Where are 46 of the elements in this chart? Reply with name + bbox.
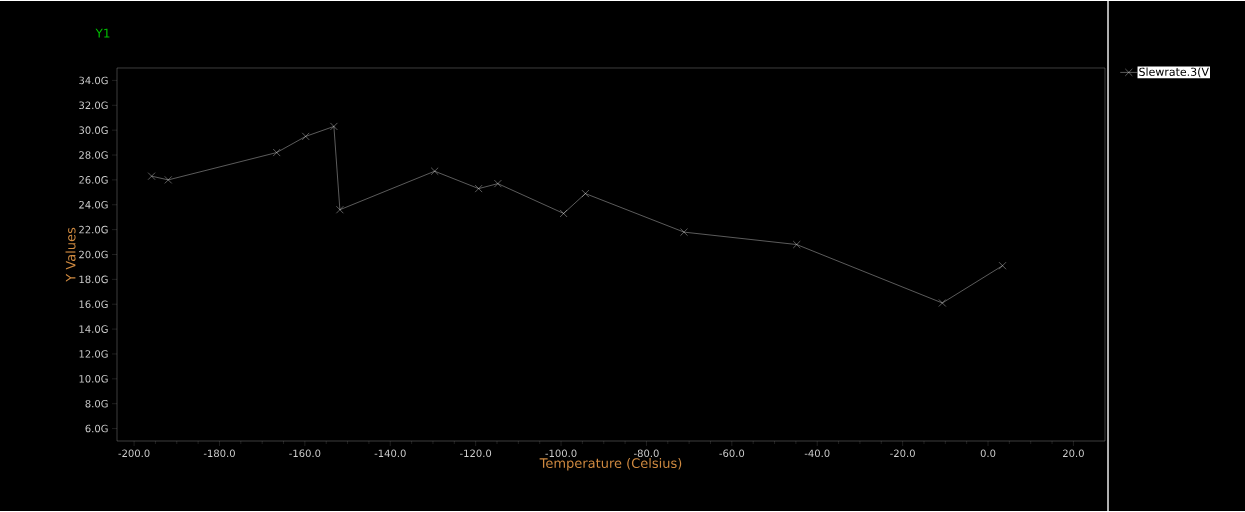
point [680, 228, 688, 236]
point [559, 209, 568, 218]
point [164, 176, 172, 184]
point [272, 148, 281, 157]
y-tick-label: 24.0G [79, 200, 108, 209]
x-tick-label: -160.0 [289, 449, 321, 458]
x-tick-label: -200.0 [118, 449, 150, 458]
x-tick-label: -60.0 [719, 449, 745, 458]
point [430, 167, 439, 175]
y-tick-label: 22.0G [79, 225, 108, 234]
x-tick-label: -120.0 [460, 449, 492, 458]
y-tick-label: 34.0G [79, 76, 108, 85]
x-tick-label: -100.0 [545, 449, 577, 458]
y-tick-label: 26.0G [79, 176, 108, 184]
legend-label: Slewrate.3(V [1139, 67, 1209, 78]
y-tick-label: 6.0G [85, 424, 108, 433]
y-tick-label: 10.0G [79, 375, 108, 383]
text: Y1 [95, 28, 110, 38]
y-axis-title: Y Values [65, 227, 76, 282]
y-tick-label: 12.0G [79, 350, 108, 358]
point [336, 206, 344, 214]
point [474, 184, 483, 193]
x-tick-label: 0.0 [980, 449, 996, 458]
point [581, 189, 590, 198]
y-tick-label: 30.0G [79, 126, 108, 134]
point [494, 179, 502, 188]
x-tick-label: 20.0 [1063, 449, 1084, 458]
y-tick-label: 32.0G [79, 101, 108, 110]
y-tick-label: 14.0G [79, 325, 108, 333]
y-tick-label: 28.0G [79, 151, 108, 159]
y-tick-label: 8.0G [85, 399, 108, 408]
point [938, 299, 947, 307]
x-tick-label: -20.0 [890, 449, 915, 458]
y-tick-label: 16.0G [79, 300, 108, 309]
point [998, 261, 1007, 270]
point [330, 122, 338, 131]
point [793, 240, 801, 249]
y-tick-label: 18.0G [79, 275, 108, 284]
point [301, 132, 310, 141]
y-tick-label: 20.0G [79, 250, 108, 259]
x-tick-label: -140.0 [374, 449, 406, 458]
point [147, 172, 156, 180]
x-tick-label: -80.0 [633, 449, 659, 458]
x-tick-label: -180.0 [203, 449, 235, 458]
x-axis-title: Temperature (Celsius) [539, 457, 682, 471]
x-tick-label: -40.0 [804, 449, 830, 458]
